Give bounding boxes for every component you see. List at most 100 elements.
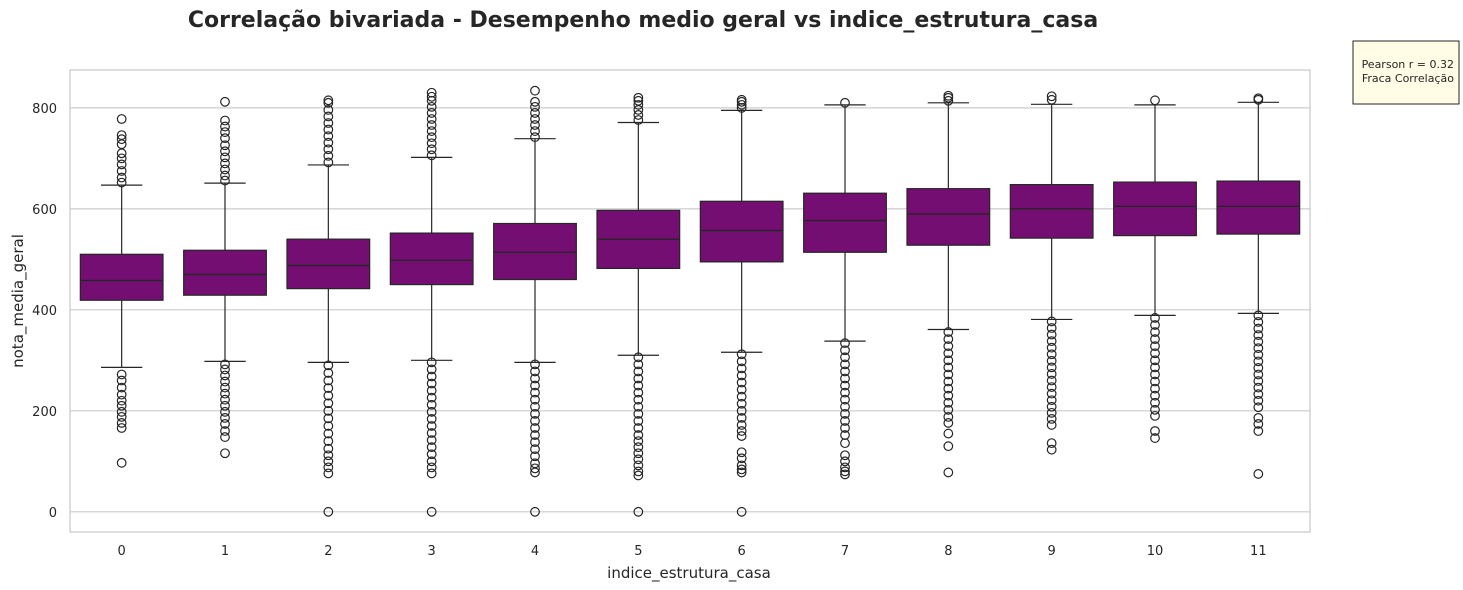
outlier-point xyxy=(116,375,127,386)
outlier-point xyxy=(840,408,850,419)
outlier-point xyxy=(1253,469,1264,479)
outlier-point xyxy=(840,469,850,480)
outlier-point xyxy=(220,388,230,399)
outlier-point xyxy=(530,451,540,462)
outlier-point xyxy=(323,421,334,431)
outlier-point xyxy=(426,385,437,396)
outlier-point xyxy=(943,390,954,401)
outlier-point xyxy=(426,120,437,130)
outlier-point xyxy=(633,408,644,419)
outlier-point xyxy=(530,108,540,118)
x-axis-label: indice_estrutura_casa xyxy=(607,564,771,583)
outlier-point xyxy=(116,134,127,145)
annotation-line-1: Pearson r = 0.32 xyxy=(1362,58,1454,71)
outlier-point xyxy=(116,139,127,150)
iqr-box xyxy=(389,232,474,286)
outlier-point xyxy=(1150,369,1160,380)
y-tick-label: 0 xyxy=(49,506,57,521)
outlier-point xyxy=(323,436,334,447)
outlier-point xyxy=(530,387,540,398)
outlier-point xyxy=(530,401,540,412)
outlier-point xyxy=(220,175,230,186)
outlier-point xyxy=(1150,313,1160,323)
outlier-point xyxy=(943,334,954,345)
outlier-point xyxy=(530,444,540,455)
outlier-point xyxy=(943,341,954,352)
outlier-point xyxy=(220,432,230,442)
outlier-point xyxy=(426,456,437,467)
outlier-point xyxy=(736,426,747,436)
outlier-point xyxy=(323,390,334,401)
outlier-point xyxy=(116,382,127,393)
outlier-point xyxy=(840,345,850,356)
outlier-point xyxy=(530,96,540,107)
outlier-point xyxy=(323,398,334,409)
iqr-box xyxy=(1009,184,1094,239)
outlier-point xyxy=(116,177,127,188)
outlier-point xyxy=(426,371,437,382)
box-11 xyxy=(1216,93,1301,479)
outlier-point xyxy=(1253,363,1264,373)
box-0 xyxy=(79,114,164,468)
outlier-point xyxy=(426,428,437,438)
outlier-point xyxy=(530,126,540,136)
outlier-point xyxy=(220,140,230,151)
outlier-point xyxy=(633,394,644,405)
outlier-point xyxy=(323,104,334,115)
outlier-point xyxy=(426,468,437,479)
outlier-point xyxy=(116,130,127,141)
pearson-annotation: Pearson r = 0.32 Fraca Correlação xyxy=(1352,40,1460,105)
outlier-point xyxy=(426,138,437,149)
outlier-point xyxy=(1046,413,1057,424)
outlier-point xyxy=(220,370,230,381)
outlier-point xyxy=(1150,433,1160,443)
outlier-point xyxy=(943,418,954,428)
outlier-point xyxy=(220,158,230,169)
outlier-point xyxy=(323,118,334,128)
x-tick-label: 5 xyxy=(634,544,642,559)
outlier-point xyxy=(1253,389,1264,400)
outlier-point xyxy=(840,438,850,449)
outlier-point xyxy=(1150,410,1160,421)
outlier-point xyxy=(1150,348,1160,359)
outlier-point xyxy=(840,394,850,405)
outlier-point xyxy=(323,506,334,517)
outlier-point xyxy=(1046,94,1057,105)
outlier-point xyxy=(426,150,437,161)
outlier-point xyxy=(840,462,850,473)
outlier-point xyxy=(323,360,334,371)
outlier-point xyxy=(220,412,230,423)
outlier-point xyxy=(426,126,437,136)
outlier-point xyxy=(633,416,644,426)
outlier-point xyxy=(1046,407,1057,418)
outlier-point xyxy=(633,466,644,477)
iqr-box xyxy=(699,200,784,263)
outlier-point xyxy=(220,419,230,429)
outlier-point xyxy=(220,376,230,387)
outlier-point xyxy=(323,443,334,454)
outlier-point xyxy=(943,95,954,106)
outlier-point xyxy=(426,108,437,118)
outlier-point xyxy=(943,441,954,452)
outlier-point xyxy=(220,426,230,436)
outlier-point xyxy=(1150,320,1160,330)
outlier-point xyxy=(633,110,644,120)
outlier-point xyxy=(220,133,230,144)
outlier-point xyxy=(736,99,747,110)
outlier-point xyxy=(530,366,540,377)
outlier-point xyxy=(1150,327,1160,337)
outlier-point xyxy=(840,97,850,108)
iqr-box xyxy=(1113,181,1197,237)
outlier-point xyxy=(840,423,850,433)
box-3 xyxy=(389,87,474,517)
outlier-point xyxy=(1253,330,1264,340)
outlier-point xyxy=(943,90,954,101)
outlier-point xyxy=(116,418,127,428)
outlier-point xyxy=(633,95,644,106)
x-tick-label: 2 xyxy=(324,544,332,559)
outlier-point xyxy=(323,157,334,168)
outlier-point xyxy=(633,401,644,412)
outlier-point xyxy=(116,166,127,176)
outlier-point xyxy=(1253,336,1264,347)
